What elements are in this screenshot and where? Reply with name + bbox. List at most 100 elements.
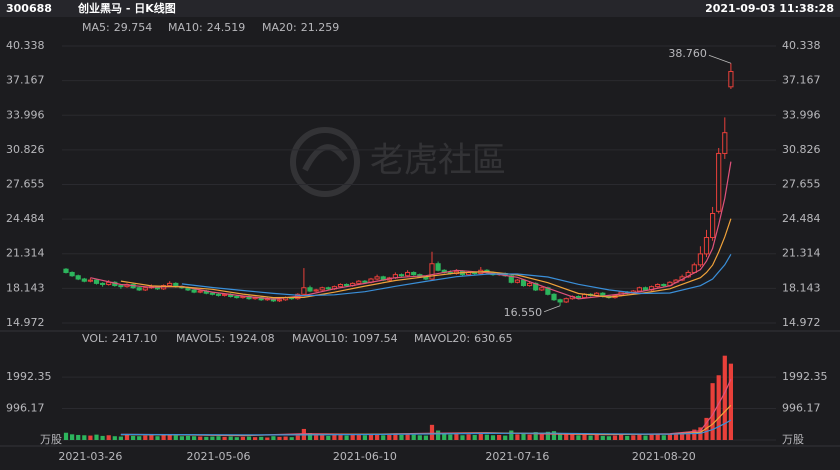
volume-bar: [246, 436, 252, 440]
y-tick-label: 18.143: [6, 281, 45, 294]
candle-body: [344, 283, 350, 287]
candle-body: [69, 271, 75, 277]
y-tick-label: 27.655: [6, 178, 45, 191]
candle-body: [661, 283, 667, 287]
x-tick-label: 2021-05-06: [187, 450, 251, 463]
volume-bar: [606, 436, 611, 440]
volume-bar: [594, 434, 599, 440]
volume-bar: [405, 433, 410, 440]
candle-body: [557, 299, 563, 303]
watermark-logo: [290, 127, 360, 197]
volume-bar: [497, 434, 502, 440]
candle-body: [191, 289, 197, 293]
legend-value: 2417.10: [112, 332, 158, 345]
volume-bar: [460, 435, 465, 440]
candle-body: [374, 276, 380, 280]
volume-bar: [143, 435, 148, 440]
volume-bar: [387, 434, 392, 440]
volume-bar: [558, 433, 563, 440]
volume-bar: [283, 436, 288, 440]
volume-bar: [216, 436, 221, 440]
volume-bar: [521, 433, 526, 440]
candle-body: [81, 278, 87, 282]
y-tick-label-right: 27.655: [782, 178, 821, 191]
candle-body: [337, 283, 344, 288]
volume-bar: [179, 436, 184, 440]
y-tick-label-right: 37.167: [782, 74, 821, 87]
volume-bar: [478, 433, 483, 440]
volume-bar: [137, 436, 142, 440]
x-tick-label: 2021-06-10: [333, 450, 397, 463]
volume-bar: [265, 437, 270, 440]
x-tick-label: 2021-07-16: [485, 450, 549, 463]
candle-body: [222, 293, 228, 296]
y-tick-label: 40.338: [6, 39, 45, 52]
candle-body: [636, 287, 642, 292]
volume-bar: [131, 435, 136, 440]
volume-bar: [667, 434, 672, 440]
header-bar: [0, 0, 840, 17]
candle-body: [93, 279, 100, 284]
candle-body: [301, 287, 307, 295]
volume-bar: [673, 433, 679, 440]
candle-body: [118, 285, 124, 288]
legend-name: MA5:: [82, 21, 110, 34]
y2-tick-label: 1992.35: [6, 370, 52, 383]
volume-bar: [210, 436, 215, 440]
candle-body: [435, 263, 441, 271]
y2-tick-label-right: 996.17: [782, 402, 821, 415]
candle-body: [325, 287, 331, 290]
volume-bar: [588, 435, 593, 440]
volume-bar: [716, 375, 721, 440]
candle-body: [197, 290, 203, 293]
legend-value: 1924.08: [229, 332, 275, 345]
volume-bar: [234, 437, 239, 440]
legend-name: MA20:: [262, 21, 297, 34]
y-tick-label: 30.826: [6, 143, 45, 156]
candle-body: [703, 237, 710, 255]
x-tick-label: 2021-03-26: [58, 450, 122, 463]
y-tick-label: 24.484: [6, 212, 45, 225]
volume-bar: [515, 434, 520, 440]
volume-bar: [600, 435, 605, 440]
y2-tick-label: 万股: [40, 433, 62, 446]
volume-bar: [326, 435, 331, 440]
volume-bar: [533, 432, 538, 440]
legend-name: MA10:: [168, 21, 203, 34]
legend-value: 21.259: [301, 21, 340, 34]
volume-bar: [411, 434, 416, 440]
volume-bar: [344, 435, 349, 440]
y-tick-label-right: 33.996: [782, 108, 821, 121]
timestamp: 2021-09-03 11:38:28: [705, 2, 834, 15]
volume-bar: [527, 434, 532, 440]
volume-bar: [448, 434, 453, 440]
volume-bar: [320, 434, 325, 440]
volume-bar: [454, 434, 459, 440]
volume-bar: [680, 432, 685, 440]
volume-bar: [167, 434, 172, 440]
volume-bar: [375, 433, 380, 440]
volume-bar: [82, 435, 87, 440]
volume-bar: [161, 434, 166, 440]
candle-body: [716, 152, 722, 212]
candle-body: [697, 253, 703, 266]
volume-bar: [338, 434, 343, 440]
y-tick-label-right: 14.972: [782, 316, 821, 329]
volume-bar: [637, 434, 642, 440]
volume-bar: [612, 435, 618, 440]
volume-bar: [484, 434, 489, 440]
y-tick-label-right: 21.314: [782, 247, 821, 260]
volume-bar: [124, 434, 130, 440]
y2-tick-label-right: 万股: [782, 433, 804, 446]
candle-body: [313, 289, 319, 292]
y-tick-label: 21.314: [6, 247, 45, 260]
volume-bar: [222, 436, 227, 440]
legend-value: 24.519: [207, 21, 246, 34]
candle-body: [710, 212, 716, 239]
candle-body: [508, 275, 514, 283]
candle-body: [63, 268, 69, 273]
volume-bar: [173, 435, 178, 440]
volume-bar: [295, 435, 300, 440]
candle-body: [411, 271, 417, 276]
y-tick-label: 37.167: [6, 74, 45, 87]
